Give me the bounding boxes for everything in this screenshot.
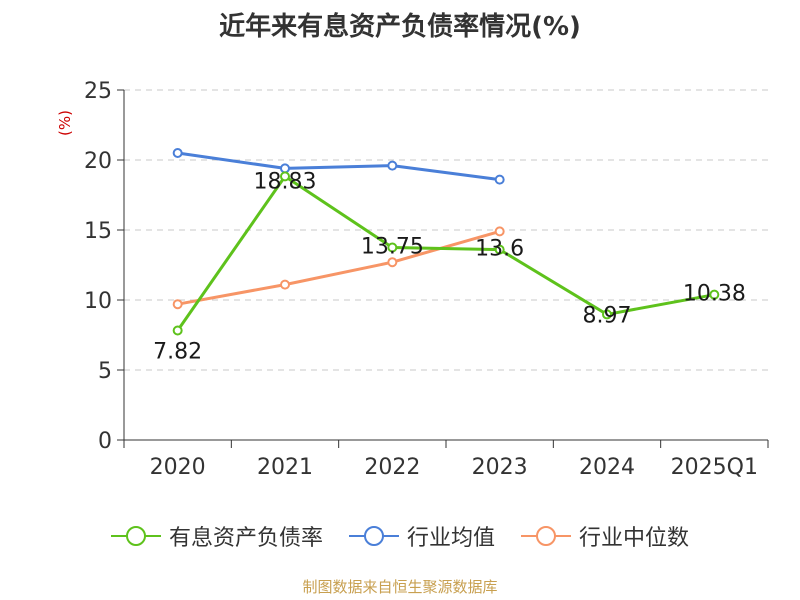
series-line-2 (177, 229, 501, 306)
data-point-2 (172, 299, 183, 310)
legend-item-industry-mean[interactable]: 行业均值 (348, 520, 495, 552)
data-point-0 (387, 242, 398, 253)
data-label: 18.83 (254, 169, 317, 194)
data-label: 7.82 (153, 340, 202, 365)
y-tick-label: 25 (84, 79, 112, 104)
data-label: 13.6 (475, 237, 524, 262)
data-point-0 (494, 244, 505, 255)
axes: 0 5 10 15 20 25 2020 2021 2022 2023 2024 2025Q1 (84, 79, 769, 480)
data-point-0 (172, 325, 183, 336)
x-tick-label: 2025Q1 (671, 455, 758, 480)
x-tick-label: 2024 (579, 455, 635, 480)
y-tick-label: 20 (84, 149, 112, 174)
series-line-1 (177, 151, 500, 182)
legend: 有息资产负债率 行业均值 行业中位数 (0, 518, 800, 554)
data-point-2 (494, 226, 505, 237)
data-point-1 (387, 160, 398, 171)
y-tick-label: 10 (84, 289, 112, 314)
legend-label-industry-mean: 行业均值 (406, 526, 495, 551)
data-label: 8.97 (583, 303, 632, 328)
x-tick-label: 2020 (150, 455, 206, 480)
chart-title: 近年来有息资产负债率情况(%) (219, 12, 581, 42)
data-point-2 (280, 279, 290, 290)
data-label: 13.75 (361, 235, 424, 260)
y-tick-label: 5 (98, 359, 112, 384)
y-tick-label: 0 (98, 429, 112, 454)
data-point-0 (709, 289, 720, 300)
legend-label-industry-median: 行业中位数 (579, 526, 690, 551)
x-tick-label: 2021 (257, 455, 313, 480)
data-point-1 (494, 174, 505, 185)
data-point-0 (280, 171, 290, 182)
data-point-0 (602, 309, 612, 320)
legend-marker-blue-icon (348, 526, 399, 546)
legend-item-debt-ratio[interactable]: 有息资产负债率 (110, 520, 323, 552)
gridlines (124, 89, 768, 371)
data-point-1 (172, 148, 183, 158)
source-footnote: 制图数据来自恒生聚源数据库 (302, 578, 498, 596)
legend-label-debt-ratio: 有息资产负债率 (168, 526, 323, 551)
series-line-0 (176, 174, 715, 332)
legend-marker-green-icon (110, 526, 161, 546)
x-tick-label: 2022 (364, 455, 420, 480)
legend-marker-orange-icon (521, 526, 571, 546)
x-tick-label: 2023 (472, 455, 528, 480)
legend-item-industry-median[interactable]: 行业中位数 (521, 520, 689, 552)
data-point-2 (387, 257, 398, 268)
series-lines (172, 148, 720, 336)
y-tick-label: 15 (84, 219, 112, 244)
data-labels: 7.82 18.83 13.75 13.6 8.97 10.38 (153, 169, 746, 364)
data-label: 10.38 (683, 282, 746, 307)
